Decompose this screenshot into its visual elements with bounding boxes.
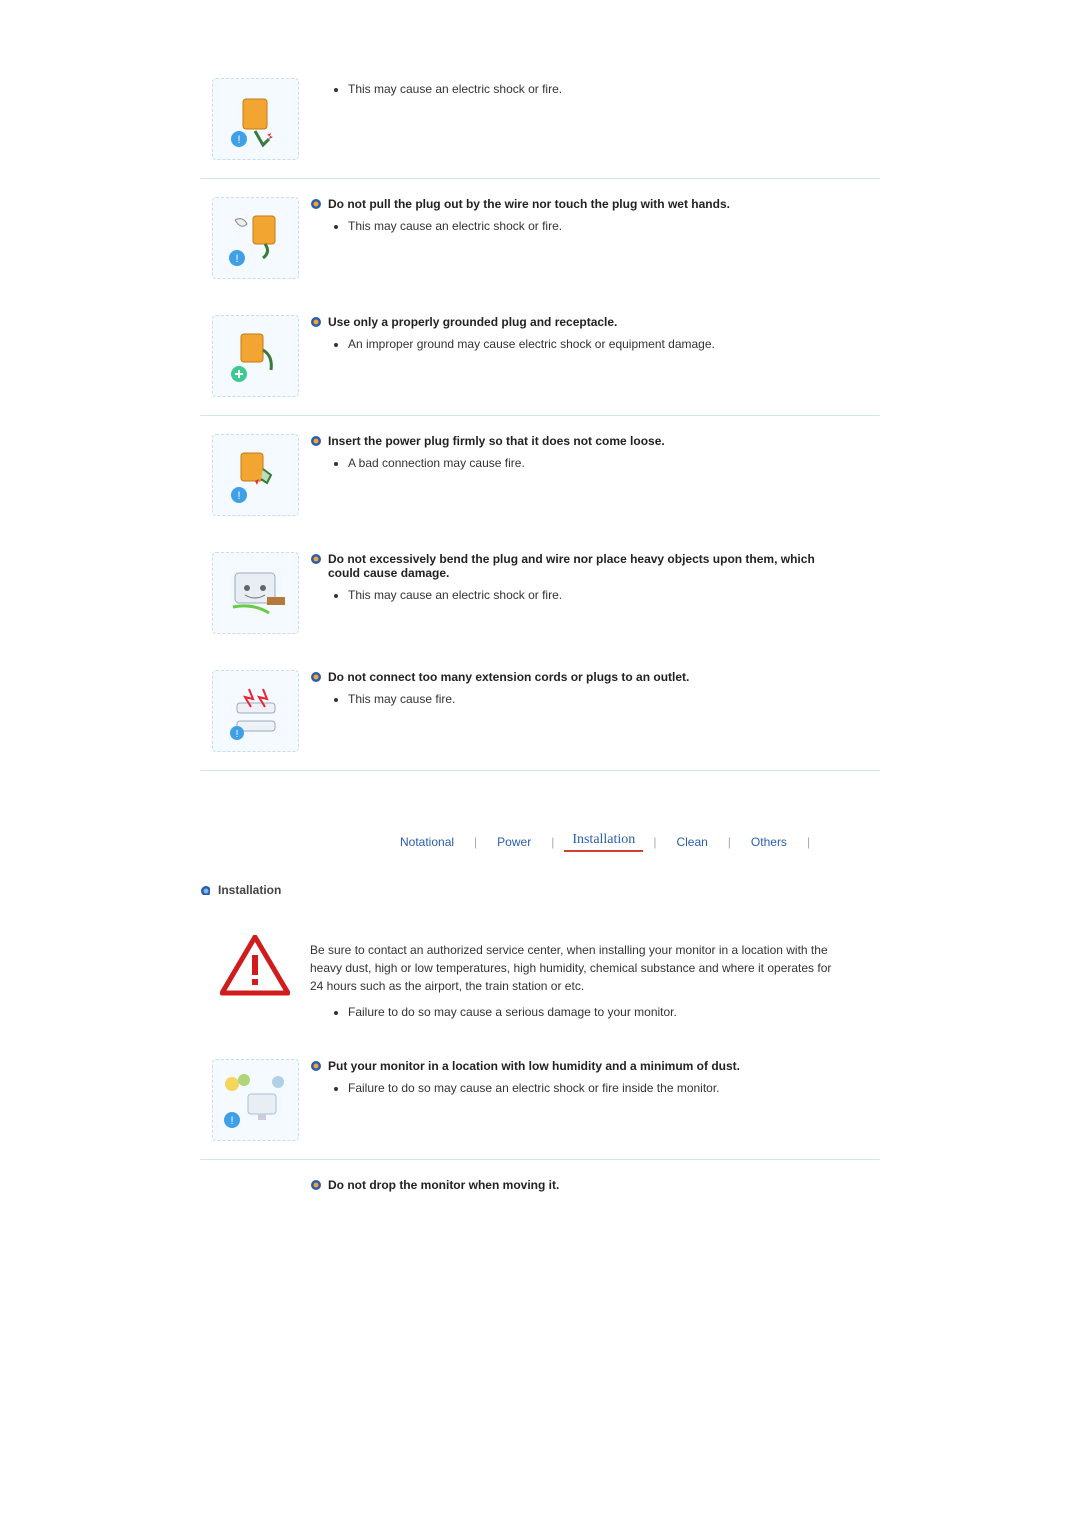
section-heading: Do not connect too many extension cords …: [310, 670, 840, 684]
svg-text:!: !: [230, 1115, 233, 1127]
installation-intro: Be sure to contact an authorized service…: [200, 917, 880, 1041]
intro-paragraph: Be sure to contact an authorized service…: [310, 941, 840, 995]
warning-illustration-icon: !: [212, 1059, 299, 1141]
nav-separator: |: [807, 835, 810, 849]
bullet-list: This may cause fire.: [310, 692, 840, 706]
icon-column: [200, 935, 310, 997]
list-item: This may cause an electric shock or fire…: [348, 588, 840, 602]
bullet-icon: [310, 316, 322, 328]
heading-text: Put your monitor in a location with low …: [328, 1059, 740, 1073]
nav-clean[interactable]: Clean: [656, 833, 727, 851]
section-header-text: Installation: [218, 883, 281, 897]
warning-illustration-icon: [212, 315, 299, 397]
heading-text: Do not connect too many extension cords …: [328, 670, 689, 684]
bullet-icon: [310, 553, 322, 565]
section-divider: [200, 770, 880, 771]
svg-text:!: !: [235, 253, 238, 265]
section-heading: Use only a properly grounded plug and re…: [310, 315, 840, 329]
icon-column: [200, 552, 310, 634]
content-column: This may cause an electric shock or fire…: [310, 78, 880, 100]
section-header: Installation: [200, 883, 880, 897]
warning-illustration-icon: !: [212, 434, 299, 516]
list-item: This may cause an electric shock or fire…: [348, 219, 840, 233]
section-heading: Put your monitor in a location with low …: [310, 1059, 840, 1073]
safety-section: ! Put your monitor in a location with lo…: [200, 1041, 880, 1159]
content-column: Do not connect too many extension cords …: [310, 670, 880, 710]
nav-separator: |: [551, 835, 554, 849]
nav-notational[interactable]: Notational: [380, 833, 474, 851]
icon-column: [200, 315, 310, 397]
icon-column: !: [200, 434, 310, 516]
section-heading: Insert the power plug firmly so that it …: [310, 434, 840, 448]
bullet-icon: [310, 435, 322, 447]
bullet-list: Failure to do so may cause a serious dam…: [310, 1005, 840, 1019]
list-item: An improper ground may cause electric sh…: [348, 337, 840, 351]
safety-section: ! Insert the power plug firmly so that i…: [200, 416, 880, 534]
section-header-icon: [200, 885, 210, 895]
content-column: Do not excessively bend the plug and wir…: [310, 552, 880, 606]
alert-triangle-icon: [220, 935, 290, 997]
bullet-list: A bad connection may cause fire.: [310, 456, 840, 470]
bullet-list: Failure to do so may cause an electric s…: [310, 1081, 840, 1095]
content-column: Be sure to contact an authorized service…: [310, 935, 880, 1023]
content-column: Do not pull the plug out by the wire nor…: [310, 197, 880, 237]
nav-power[interactable]: Power: [477, 833, 551, 851]
warning-illustration-icon: !: [212, 197, 299, 279]
safety-section: Use only a properly grounded plug and re…: [200, 297, 880, 415]
bullet-list: This may cause an electric shock or fire…: [310, 219, 840, 233]
svg-text:!: !: [236, 729, 239, 740]
list-item: This may cause fire.: [348, 692, 840, 706]
svg-text:!: !: [237, 134, 240, 146]
content-column: Put your monitor in a location with low …: [310, 1059, 880, 1099]
section-nav: Notational | Power | Installation | Clea…: [380, 831, 880, 853]
list-item: Failure to do so may cause a serious dam…: [348, 1005, 840, 1019]
heading-text: Use only a properly grounded plug and re…: [328, 315, 617, 329]
heading-text: Insert the power plug firmly so that it …: [328, 434, 665, 448]
icon-column: !: [200, 78, 310, 160]
bullet-list: This may cause an electric shock or fire…: [310, 588, 840, 602]
list-item: Failure to do so may cause an electric s…: [348, 1081, 840, 1095]
content-column: Do not drop the monitor when moving it.: [310, 1178, 880, 1200]
icon-column: !: [200, 1059, 310, 1141]
safety-section: Do not drop the monitor when moving it.: [200, 1160, 880, 1218]
content-column: Use only a properly grounded plug and re…: [310, 315, 880, 355]
bullet-list: An improper ground may cause electric sh…: [310, 337, 840, 351]
heading-text: Do not drop the monitor when moving it.: [328, 1178, 559, 1192]
warning-illustration-icon: !: [212, 78, 299, 160]
section-heading: Do not pull the plug out by the wire nor…: [310, 197, 840, 211]
document-page: ! This may cause an electric shock or fi…: [100, 0, 980, 1278]
icon-column: !: [200, 197, 310, 279]
list-item: This may cause an electric shock or fire…: [348, 82, 840, 96]
heading-text: Do not pull the plug out by the wire nor…: [328, 197, 730, 211]
nav-others[interactable]: Others: [731, 833, 807, 851]
safety-section: Do not excessively bend the plug and wir…: [200, 534, 880, 652]
warning-illustration-icon: [212, 552, 299, 634]
bullet-icon: [310, 1179, 322, 1191]
safety-section: ! Do not pull the plug out by the wire n…: [200, 179, 880, 297]
warning-illustration-icon: !: [212, 670, 299, 752]
safety-section: ! This may cause an electric shock or fi…: [200, 60, 880, 178]
heading-text: Do not excessively bend the plug and wir…: [328, 552, 840, 580]
icon-column: !: [200, 670, 310, 752]
section-heading: Do not drop the monitor when moving it.: [310, 1178, 840, 1192]
nav-installation-current[interactable]: Installation: [564, 832, 643, 852]
bullet-icon: [310, 198, 322, 210]
bullet-list: This may cause an electric shock or fire…: [310, 82, 840, 96]
bullet-icon: [310, 1060, 322, 1072]
safety-section: ! Do not connect too many extension cord…: [200, 652, 880, 770]
bullet-icon: [310, 671, 322, 683]
content-column: Insert the power plug firmly so that it …: [310, 434, 880, 474]
svg-text:!: !: [237, 490, 240, 502]
section-heading: Do not excessively bend the plug and wir…: [310, 552, 840, 580]
list-item: A bad connection may cause fire.: [348, 456, 840, 470]
